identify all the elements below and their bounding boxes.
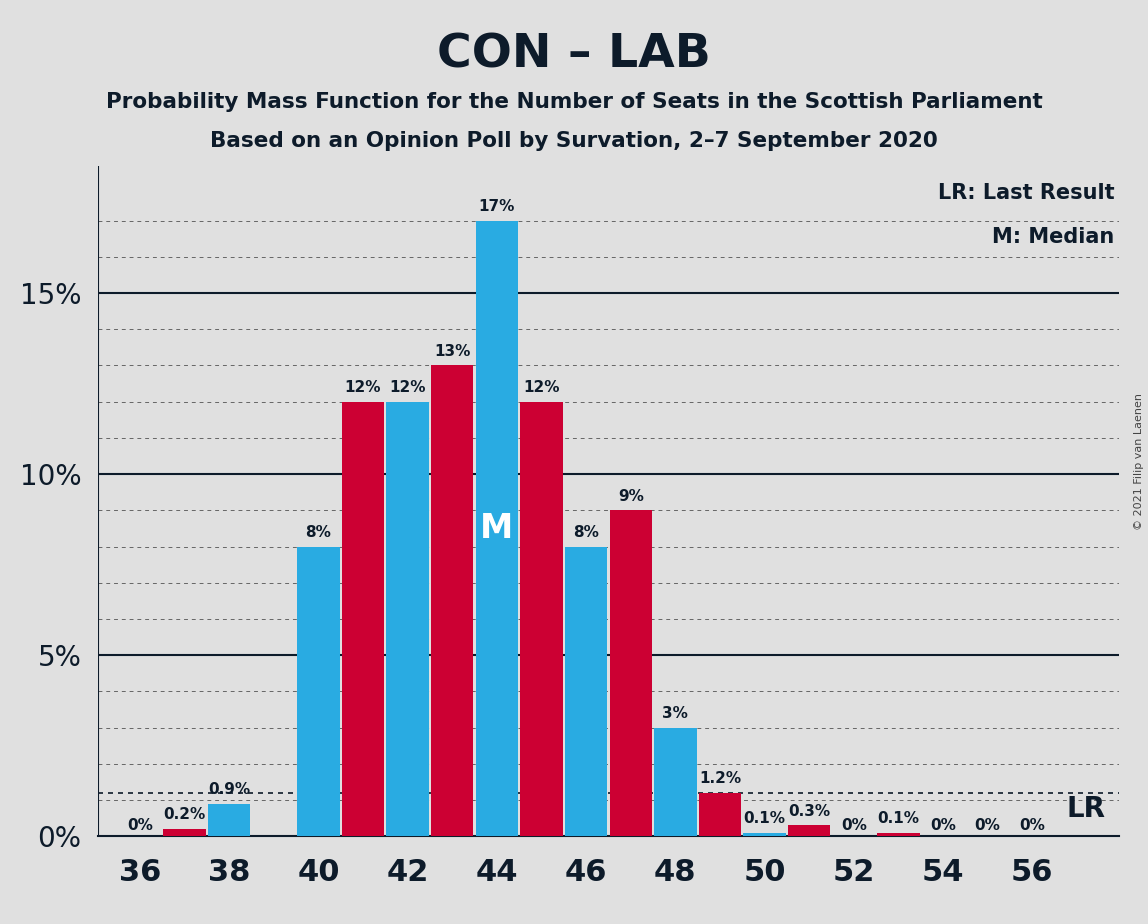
Text: 8%: 8% [573,525,599,540]
Text: 12%: 12% [344,380,381,395]
Text: 0.1%: 0.1% [744,811,785,826]
Text: 0.2%: 0.2% [163,808,205,822]
Text: Based on an Opinion Poll by Survation, 2–7 September 2020: Based on an Opinion Poll by Survation, 2… [210,131,938,152]
Text: 17%: 17% [479,199,515,214]
Bar [699,793,742,836]
Text: LR: Last Result: LR: Last Result [938,183,1115,203]
Text: 12%: 12% [523,380,560,395]
Text: LR: LR [1066,795,1106,822]
Text: Probability Mass Function for the Number of Seats in the Scottish Parliament: Probability Mass Function for the Number… [106,92,1042,113]
Text: M: M [480,512,513,545]
Bar [877,833,920,836]
Text: 0%: 0% [1019,818,1045,833]
Bar [297,546,340,836]
Bar [163,829,205,836]
Text: 0.1%: 0.1% [877,811,920,826]
Text: 1.2%: 1.2% [699,772,742,786]
Text: 8%: 8% [305,525,332,540]
Text: © 2021 Filip van Laenen: © 2021 Filip van Laenen [1134,394,1143,530]
Text: 0%: 0% [127,818,153,833]
Text: 12%: 12% [389,380,426,395]
Text: 0%: 0% [930,818,956,833]
Bar [208,804,250,836]
Bar [520,402,563,836]
Bar [387,402,429,836]
Bar [432,366,473,836]
Text: 0.9%: 0.9% [208,782,250,797]
Bar [610,510,652,836]
Bar [744,833,785,836]
Text: 13%: 13% [434,344,471,359]
Text: M: Median: M: Median [992,226,1115,247]
Text: 0%: 0% [975,818,1001,833]
Bar [565,546,607,836]
Bar [788,825,830,836]
Text: CON – LAB: CON – LAB [437,32,711,78]
Bar [475,221,518,836]
Text: 0%: 0% [840,818,867,833]
Text: 3%: 3% [662,706,689,721]
Bar [342,402,385,836]
Text: 0.3%: 0.3% [789,804,830,819]
Text: 9%: 9% [618,489,644,504]
Bar [654,727,697,836]
